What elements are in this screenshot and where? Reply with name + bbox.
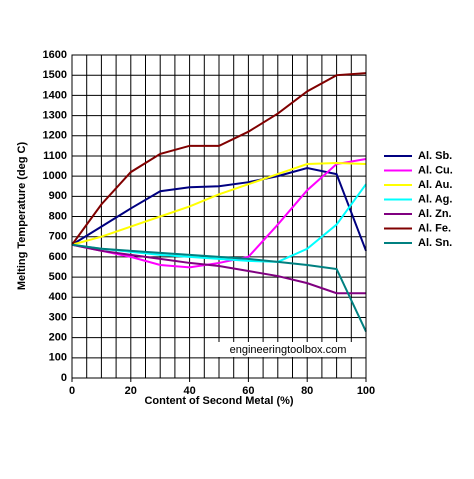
plot [71,72,367,332]
plot-frame [71,54,367,379]
y-tick-label: 1100 [43,150,67,162]
x-axis-label: Content of Second Metal (%) [144,395,293,407]
y-tick-label: 1300 [43,109,67,121]
series-line [71,167,367,252]
x-tick-label: 60 [242,385,254,397]
y-tick-label: 1500 [43,69,67,81]
y-tick-label: 400 [49,291,67,303]
series-line [71,72,367,246]
legend-label: Al. Cu. [418,164,453,176]
x-tick-label: 80 [301,385,313,397]
x-tick-label: 40 [183,385,195,397]
y-axis-label: Melting Temperature (deg C) [16,142,28,291]
y-tick-label: 300 [49,311,67,323]
y-tick-label: 0 [61,372,67,384]
watermark: engineeringtoolbox.com [230,344,347,356]
legend-label: Al. Ag. [418,193,452,205]
y-tick-label: 500 [49,271,67,283]
y-tick-label: 700 [49,231,67,243]
legend-label: Al. Sb. [418,150,452,162]
y-tick-label: 1600 [43,49,67,61]
y-tick-label: 1400 [43,89,67,101]
series-line [71,243,367,332]
x-tick-label: 20 [125,385,137,397]
y-tick-label: 1200 [43,130,67,142]
y-tick-label: 600 [49,251,67,263]
y-tick-label: 1000 [43,170,67,182]
legend-label: Al. Fe. [418,222,451,234]
series-line [71,162,367,246]
watermark-box [218,342,358,357]
legend-label: Al. Au. [418,179,452,191]
grid [71,54,367,379]
series-line [71,157,367,269]
y-tick-label: 200 [49,332,67,344]
legend-label: Al. Sn. [418,237,452,249]
series-line [71,243,366,295]
y-tick-label: 100 [49,352,67,364]
y-tick-label: 800 [49,210,67,222]
x-tick-label: 100 [357,385,375,397]
y-tick-label: 900 [49,190,67,202]
x-tick-label: 0 [69,385,75,397]
legend-label: Al. Zn. [418,208,452,220]
